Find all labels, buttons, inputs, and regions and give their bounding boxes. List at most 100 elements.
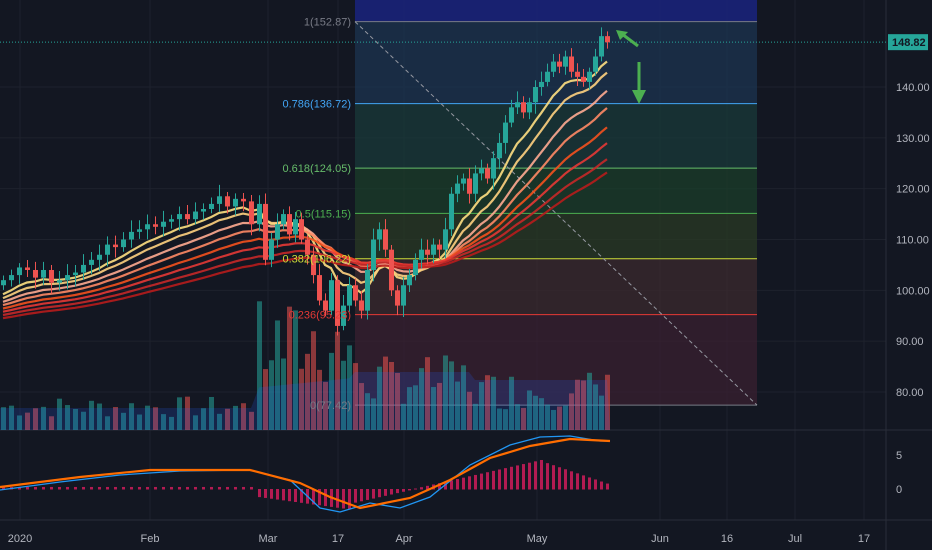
volume-bar <box>563 405 568 430</box>
macd-histogram-bar <box>552 465 555 490</box>
macd-histogram-bar <box>546 463 549 490</box>
candle-body <box>311 254 316 276</box>
macd-signal-line <box>0 437 611 510</box>
macd-histogram-bar <box>138 486 141 490</box>
fib-level-label: 0.618(124.05) <box>283 163 352 175</box>
volume-bar <box>317 369 322 430</box>
fib-level-label: 0.382(106.22) <box>283 254 352 266</box>
volume-bar <box>137 414 142 430</box>
volume-bar <box>193 415 198 430</box>
volume-bar <box>17 415 22 430</box>
macd-histogram-bar <box>372 489 375 499</box>
macd-histogram-bar <box>294 489 297 503</box>
macd-histogram-bar <box>26 486 29 490</box>
macd-histogram-bar <box>66 486 69 490</box>
volume-bar <box>105 416 110 430</box>
candle-body <box>527 102 532 113</box>
candle-body <box>599 36 604 57</box>
volume-bar <box>249 411 254 430</box>
macd-histogram-bar <box>194 486 197 490</box>
volume-bar <box>73 408 78 430</box>
volume-bar <box>401 403 406 430</box>
volume-ma-area <box>0 372 610 430</box>
volume-bar <box>153 407 158 430</box>
macd-histogram-bar <box>18 486 21 490</box>
volume-bar <box>311 331 316 430</box>
candle-body <box>605 36 610 43</box>
volume-bar <box>185 396 190 430</box>
time-tick-label: 17 <box>332 533 344 545</box>
candle-body <box>257 203 262 225</box>
fib-level-label: 1(152.87) <box>304 17 351 29</box>
candle-body <box>347 285 352 306</box>
volume-bar <box>431 387 436 430</box>
candle-body <box>509 107 514 123</box>
candle-body <box>581 76 586 82</box>
macd-histogram-bar <box>336 489 339 508</box>
candle-body <box>473 173 478 194</box>
candle-body <box>491 158 496 179</box>
volume-bar <box>521 407 526 430</box>
macd-histogram-bar <box>522 464 525 490</box>
volume-bar <box>293 310 298 430</box>
candle-body <box>33 270 38 278</box>
volume-bar <box>425 357 430 430</box>
volume-bar <box>413 385 418 430</box>
macd-tick-label: 5 <box>896 450 902 462</box>
candle-body <box>557 61 562 67</box>
volume-bar <box>335 331 340 430</box>
volume-bar <box>241 403 246 430</box>
macd-histogram-bar <box>210 486 213 490</box>
candle-body <box>335 280 340 326</box>
volume-bar <box>233 405 238 430</box>
macd-histogram-bar <box>354 489 357 503</box>
macd-histogram-bar <box>570 471 573 490</box>
time-tick-label: 2020 <box>8 533 32 545</box>
candle-body <box>113 244 118 248</box>
candle-body <box>1 280 6 286</box>
candle-body <box>233 198 238 207</box>
volume-bar <box>209 396 214 430</box>
candle-body <box>209 203 214 209</box>
volume-bar <box>81 411 86 430</box>
volume-bar <box>263 369 268 430</box>
fib-level-label: 0.5(115.15) <box>296 208 351 220</box>
macd-histogram-bar <box>492 470 495 490</box>
price-tick-label: 100.00 <box>896 285 930 297</box>
volume-bar <box>509 376 514 430</box>
candle-body <box>587 71 592 82</box>
candle-body <box>9 275 14 281</box>
macd-histogram-bar <box>456 479 459 490</box>
volume-bar <box>497 408 502 430</box>
macd-histogram-bar <box>510 466 513 490</box>
time-axis: 2020 Feb Mar 17 Apr May Jun 16 Jul 17 <box>8 533 870 545</box>
candle-body <box>389 249 394 291</box>
macd-histogram-bar <box>264 489 267 498</box>
fib-level-label: 0.236(95.23) <box>289 310 351 322</box>
candle-body <box>287 214 292 235</box>
volume-bar <box>419 368 424 430</box>
macd-histogram-bar <box>348 489 351 510</box>
volume-bar <box>299 368 304 430</box>
macd-histogram-bar <box>234 486 237 490</box>
volume-bars <box>0 301 610 430</box>
candle-body <box>413 259 418 276</box>
candle-body <box>41 270 46 278</box>
candle-body <box>467 178 472 194</box>
volume-bar <box>587 372 592 430</box>
macd-histogram-bar <box>588 477 591 490</box>
candle-body <box>551 61 556 72</box>
volume-bar <box>461 365 466 430</box>
macd-histogram-bar <box>282 489 285 501</box>
macd-histogram-bar <box>378 489 381 498</box>
arrow-up-left-head <box>616 30 628 40</box>
macd-histogram-bar <box>486 472 489 490</box>
macd-histogram-bar <box>390 489 393 495</box>
volume-bar <box>1 407 6 430</box>
candle-body <box>539 81 544 87</box>
candle-body <box>461 178 466 184</box>
macd-histogram-bar <box>516 465 519 490</box>
volume-bar <box>443 355 448 430</box>
candle-body <box>341 305 346 326</box>
